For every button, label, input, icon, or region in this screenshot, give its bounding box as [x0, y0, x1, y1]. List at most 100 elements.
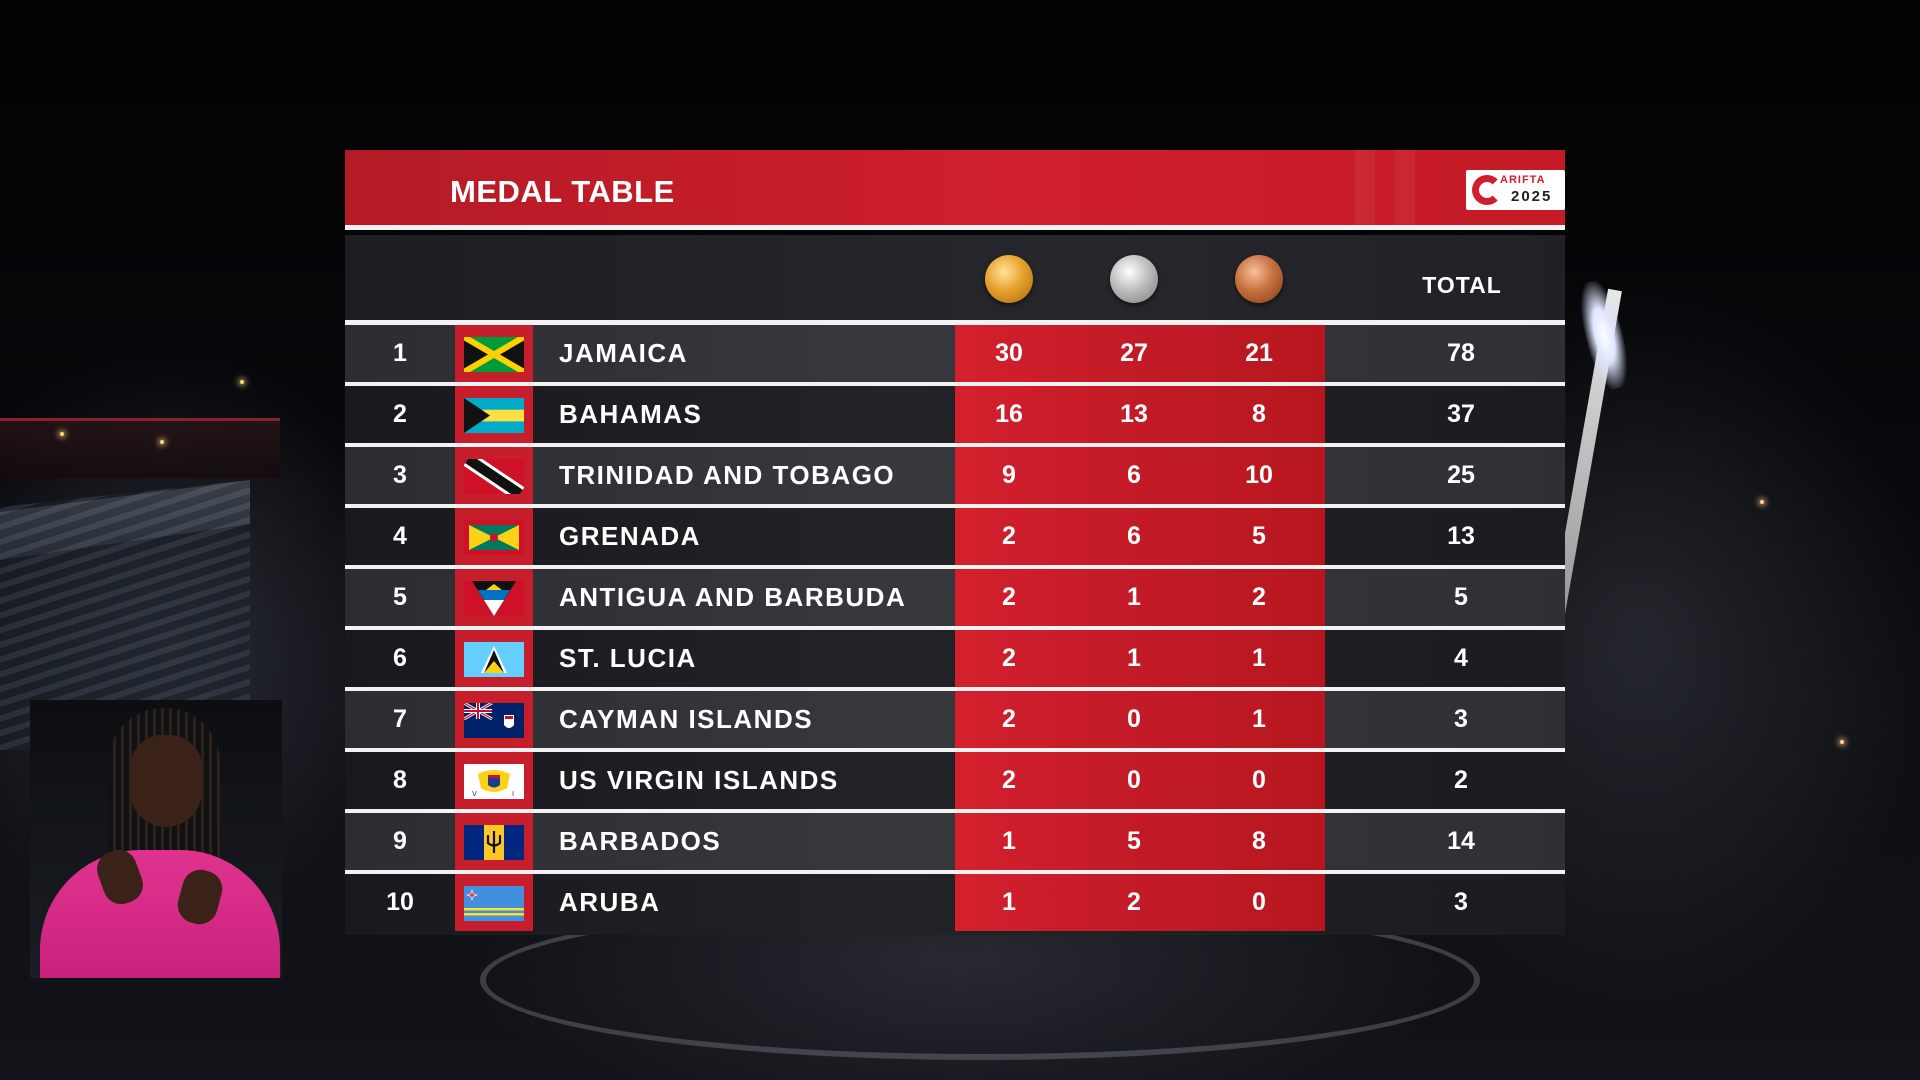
gold-count: 16 [995, 400, 1023, 428]
interpreter-face [130, 735, 202, 827]
silver-count: 6 [1127, 522, 1141, 550]
background-light [160, 440, 164, 444]
medal-columns-background [955, 569, 1325, 626]
table-row: 10 ARUBA 1 2 0 3 [345, 874, 1565, 935]
table-row: 9 BARBADOS 1 5 8 14 [345, 813, 1565, 874]
silver-count: 13 [1120, 400, 1148, 428]
rank-cell: 7 [393, 705, 407, 733]
page-title: MEDAL TABLE [450, 174, 675, 209]
st-lucia-flag-icon [464, 642, 524, 677]
column-header-row [345, 235, 1565, 325]
barbados-flag-icon [464, 825, 524, 860]
trinidad-and-tobago-flag-icon [464, 459, 524, 494]
silver-count: 1 [1127, 644, 1141, 672]
table-row: 3 TRINIDAD AND TOBAGO 9 6 10 25 [345, 447, 1565, 508]
country-name: ANTIGUA AND BARBUDA [559, 582, 907, 612]
aruba-flag-icon [464, 886, 524, 921]
bronze-medal-icon [1235, 255, 1283, 303]
bronze-count: 10 [1245, 461, 1273, 489]
rank-cell: 9 [393, 827, 407, 855]
silver-count: 2 [1127, 888, 1141, 916]
flag-cell [455, 386, 533, 443]
total-count: 14 [1447, 827, 1475, 855]
cayman-islands-flag-icon [464, 703, 524, 738]
total-count: 78 [1447, 339, 1475, 367]
bronze-count: 2 [1252, 583, 1266, 611]
silver-count: 0 [1127, 766, 1141, 794]
svg-text:I: I [512, 790, 514, 798]
silver-count: 0 [1127, 705, 1141, 733]
total-count: 4 [1454, 644, 1468, 672]
country-name: CAYMAN ISLANDS [559, 704, 814, 734]
country-name: ARUBA [559, 887, 661, 917]
jamaica-flag-icon [464, 337, 524, 372]
rank-cell: 8 [393, 766, 407, 794]
bronze-count: 8 [1252, 827, 1266, 855]
background-building [0, 418, 280, 478]
medal-columns-background [955, 325, 1325, 382]
medal-columns-background [955, 691, 1325, 748]
medal-table-header: MEDAL TABLE ARIFTA 2025 [345, 150, 1565, 230]
total-count: 5 [1454, 583, 1468, 611]
country-name: GRENADA [559, 521, 701, 551]
silver-count: 27 [1120, 339, 1148, 367]
country-name: BAHAMAS [559, 399, 703, 429]
bronze-count: 1 [1252, 705, 1266, 733]
interpreter-body [40, 850, 280, 978]
medal-columns-background [955, 447, 1325, 504]
table-row: 8 V I US VIRGIN ISLANDS 2 0 0 2 [345, 752, 1565, 813]
sign-language-interpreter-inset [30, 700, 282, 978]
rank-cell: 6 [393, 644, 407, 672]
bronze-count: 5 [1252, 522, 1266, 550]
gold-count: 2 [1002, 705, 1016, 733]
rank-cell: 1 [393, 339, 407, 367]
bronze-count: 8 [1252, 400, 1266, 428]
logo-word: ARIFTA [1500, 174, 1546, 186]
flag-cell [455, 508, 533, 565]
flag-cell [455, 813, 533, 870]
table-row: 1 JAMAICA 30 27 21 78 [345, 325, 1565, 386]
medal-columns-background [955, 874, 1325, 931]
background-light [1760, 500, 1764, 504]
country-name: US VIRGIN ISLANDS [559, 765, 839, 795]
gold-count: 2 [1002, 522, 1016, 550]
table-row: 5 ANTIGUA AND BARBUDA 2 1 2 5 [345, 569, 1565, 630]
carifta-logo: ARIFTA 2025 [1466, 170, 1565, 210]
total-column-header: TOTAL [1422, 272, 1502, 298]
flag-cell [455, 569, 533, 626]
medal-columns-background [955, 508, 1325, 565]
total-count: 13 [1447, 522, 1475, 550]
flag-cell [455, 325, 533, 382]
rank-cell: 3 [393, 461, 407, 489]
gold-count: 30 [995, 339, 1023, 367]
gold-count: 1 [1002, 827, 1016, 855]
rank-cell: 10 [386, 888, 414, 916]
medal-columns-background [955, 752, 1325, 809]
bronze-count: 21 [1245, 339, 1273, 367]
table-row: 4 GRENADA 2 6 5 13 [345, 508, 1565, 569]
total-count: 3 [1454, 705, 1468, 733]
country-name: BARBADOS [559, 826, 722, 856]
medal-table-panel: MEDAL TABLE ARIFTA 2025 TOTAL 1 JAMAICA 30… [345, 150, 1565, 945]
medal-table-rows: 1 JAMAICA 30 27 21 78 2 BAHAMAS 16 13 8 37 3 TRINIDAD… [345, 325, 1565, 935]
carifta-c-icon [1472, 175, 1502, 205]
flag-cell [455, 691, 533, 748]
table-row: 2 BAHAMAS 16 13 8 37 [345, 386, 1565, 447]
total-count: 3 [1454, 888, 1468, 916]
country-name: JAMAICA [559, 338, 688, 368]
silver-medal-icon [1110, 255, 1158, 303]
total-count: 2 [1454, 766, 1468, 794]
rank-cell: 4 [393, 522, 407, 550]
bahamas-flag-icon [464, 398, 524, 433]
bronze-count: 0 [1252, 766, 1266, 794]
gold-count: 2 [1002, 766, 1016, 794]
total-count: 37 [1447, 400, 1475, 428]
logo-year: 2025 [1511, 188, 1553, 205]
medal-columns-background [955, 386, 1325, 443]
gold-count: 2 [1002, 644, 1016, 672]
gold-medal-icon [985, 255, 1033, 303]
background-light [240, 380, 244, 384]
medal-columns-background [955, 630, 1325, 687]
